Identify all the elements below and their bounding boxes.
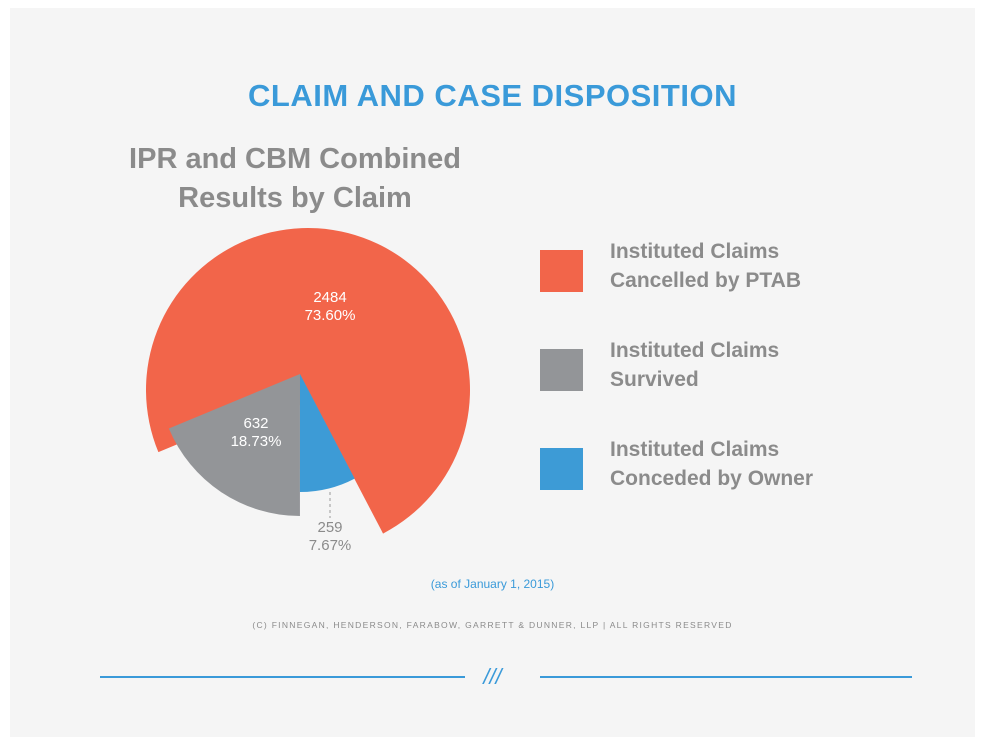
copyright: (C) FINNEGAN, HENDERSON, FARABOW, GARRET… [252,620,733,630]
pie-slice [168,374,300,516]
legend-swatch [540,448,583,490]
legend-swatch [540,349,583,391]
data-label: 18.73% [231,433,282,450]
data-label: 2484 [313,289,346,306]
pie-slice [299,374,355,492]
data-label: 73.60% [305,307,356,324]
chart-subtitle: IPR and CBM Combined Results by Claim [129,143,461,214]
data-label: 632 [243,415,268,432]
legend-label: Instituted Claims Conceded by Owner [610,438,814,490]
legend-swatch [540,250,583,292]
data-label: 7.67% [309,537,352,554]
chart-title: CLAIM AND CASE DISPOSITION [248,78,737,113]
note: (as of January 1, 2015) [430,577,555,591]
pie-slice [145,227,470,534]
legend-label: Instituted Claims Survived [610,339,780,391]
data-label: 259 [317,519,342,536]
divider-mark: /// [483,664,502,689]
legend-label: Instituted Claims Cancelled by PTAB [610,240,801,292]
